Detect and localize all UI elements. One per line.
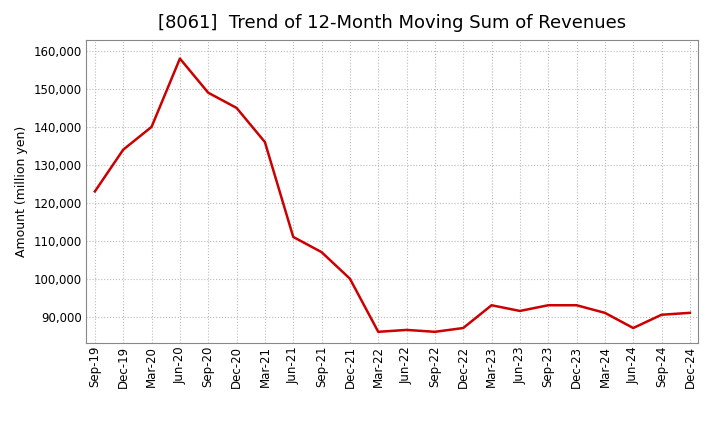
Y-axis label: Amount (million yen): Amount (million yen) (14, 126, 28, 257)
Title: [8061]  Trend of 12-Month Moving Sum of Revenues: [8061] Trend of 12-Month Moving Sum of R… (158, 15, 626, 33)
